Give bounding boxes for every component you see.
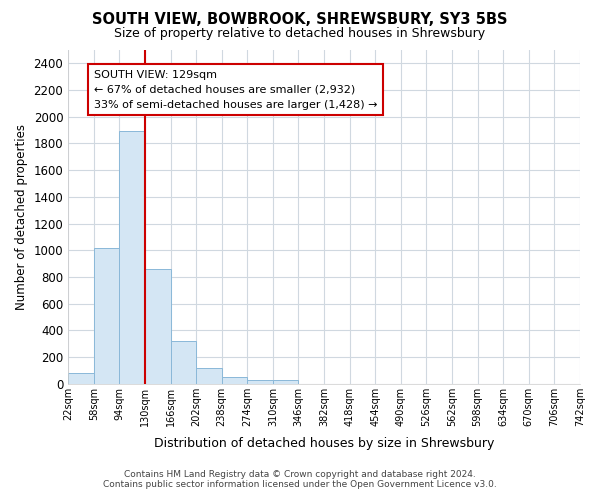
Bar	[247, 380, 273, 384]
Bar	[222, 377, 247, 384]
Text: Contains HM Land Registry data © Crown copyright and database right 2024.
Contai: Contains HM Land Registry data © Crown c…	[103, 470, 497, 489]
Text: SOUTH VIEW, BOWBROOK, SHREWSBURY, SY3 5BS: SOUTH VIEW, BOWBROOK, SHREWSBURY, SY3 5B…	[92, 12, 508, 28]
X-axis label: Distribution of detached houses by size in Shrewsbury: Distribution of detached houses by size …	[154, 437, 494, 450]
Bar	[196, 368, 222, 384]
Bar	[68, 373, 94, 384]
Text: Size of property relative to detached houses in Shrewsbury: Size of property relative to detached ho…	[115, 28, 485, 40]
Bar	[94, 248, 119, 384]
Bar	[273, 380, 298, 384]
Bar	[119, 132, 145, 384]
Bar	[145, 269, 170, 384]
Text: SOUTH VIEW: 129sqm
← 67% of detached houses are smaller (2,932)
33% of semi-deta: SOUTH VIEW: 129sqm ← 67% of detached hou…	[94, 70, 377, 110]
Y-axis label: Number of detached properties: Number of detached properties	[15, 124, 28, 310]
Bar	[170, 341, 196, 384]
